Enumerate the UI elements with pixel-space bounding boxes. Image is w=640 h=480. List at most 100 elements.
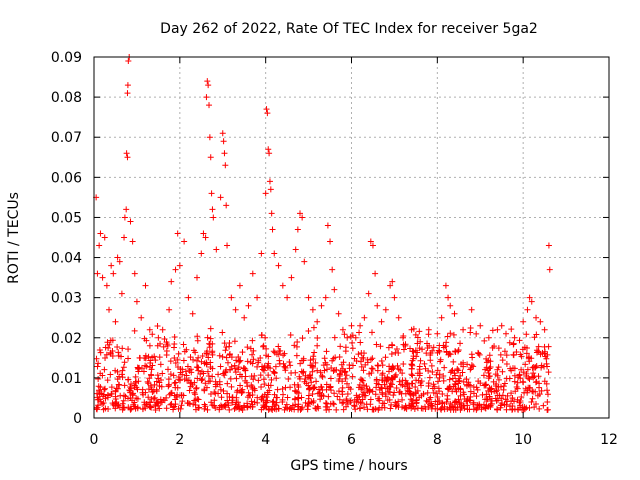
data-point — [314, 334, 321, 341]
data-point — [477, 322, 484, 329]
data-point — [298, 357, 305, 364]
data-point — [208, 190, 215, 197]
data-point — [254, 294, 261, 301]
data-point — [194, 375, 201, 382]
data-point — [336, 396, 343, 403]
data-point — [189, 310, 196, 317]
data-point — [384, 397, 391, 404]
data-point — [226, 351, 233, 358]
data-point — [464, 361, 471, 368]
data-point — [474, 402, 481, 409]
data-point — [494, 326, 501, 333]
data-point — [514, 379, 521, 386]
data-point — [248, 373, 255, 380]
data-point — [108, 390, 115, 397]
data-point — [335, 310, 342, 317]
data-point — [375, 406, 382, 413]
data-point — [205, 82, 212, 89]
data-point — [106, 306, 113, 313]
data-point — [420, 390, 427, 397]
data-point — [187, 354, 194, 361]
data-point — [383, 378, 390, 385]
data-point — [363, 383, 370, 390]
data-point — [328, 364, 335, 371]
data-point — [408, 365, 415, 372]
data-point — [382, 306, 389, 313]
data-point — [265, 364, 272, 371]
data-point — [255, 377, 262, 384]
data-point — [330, 368, 337, 375]
data-point — [207, 335, 214, 342]
data-point — [507, 365, 514, 372]
data-point — [141, 399, 148, 406]
data-point — [490, 378, 497, 385]
data-point — [229, 399, 236, 406]
data-point — [331, 390, 338, 397]
data-point — [349, 332, 356, 339]
data-point — [486, 384, 493, 391]
data-point — [357, 322, 364, 329]
data-point — [352, 334, 359, 341]
data-point — [545, 242, 552, 249]
data-point — [300, 368, 307, 375]
data-point — [205, 354, 212, 361]
data-point — [172, 360, 179, 367]
data-point — [226, 406, 233, 413]
data-point — [453, 388, 460, 395]
data-point — [336, 370, 343, 377]
data-point — [171, 341, 178, 348]
data-point — [134, 405, 141, 412]
data-point — [211, 389, 218, 396]
data-point — [273, 402, 280, 409]
data-point — [131, 382, 138, 389]
data-point — [374, 367, 381, 374]
data-point — [155, 375, 162, 382]
data-point — [313, 378, 320, 385]
data-point — [218, 394, 225, 401]
data-point — [444, 392, 451, 399]
data-point — [265, 406, 272, 413]
data-point — [304, 400, 311, 407]
data-point — [94, 406, 101, 413]
data-point — [114, 344, 121, 351]
data-point — [292, 401, 299, 408]
data-point — [203, 94, 210, 101]
points-layer — [93, 54, 553, 413]
data-point — [101, 234, 108, 241]
data-point — [345, 384, 352, 391]
data-point — [192, 406, 199, 413]
data-point — [198, 250, 205, 257]
data-point — [293, 352, 300, 359]
data-point — [322, 399, 329, 406]
data-point — [102, 354, 109, 361]
data-point — [245, 302, 252, 309]
data-point — [498, 322, 505, 329]
data-point — [393, 384, 400, 391]
data-point — [103, 351, 110, 358]
data-point — [282, 363, 289, 370]
data-point — [483, 402, 490, 409]
data-point — [476, 351, 483, 358]
data-point — [323, 348, 330, 355]
data-point — [217, 194, 224, 201]
data-point — [475, 378, 482, 385]
data-point — [361, 314, 368, 321]
data-point — [528, 398, 535, 405]
data-point — [181, 348, 188, 355]
chart-title: Day 262 of 2022, Rate Of TEC Index for r… — [160, 21, 538, 37]
data-point — [356, 381, 363, 388]
data-point — [222, 369, 229, 376]
data-point — [266, 150, 273, 157]
y-tick-label: 0.09 — [51, 50, 82, 66]
data-point — [460, 326, 467, 333]
data-point — [526, 294, 533, 301]
data-point — [533, 314, 540, 321]
data-point — [448, 403, 455, 410]
data-point — [318, 372, 325, 379]
data-point — [392, 349, 399, 356]
data-point — [268, 210, 275, 217]
data-point — [544, 351, 551, 358]
data-point — [470, 390, 477, 397]
data-point — [367, 401, 374, 408]
y-tick-label: 0.02 — [51, 331, 82, 347]
